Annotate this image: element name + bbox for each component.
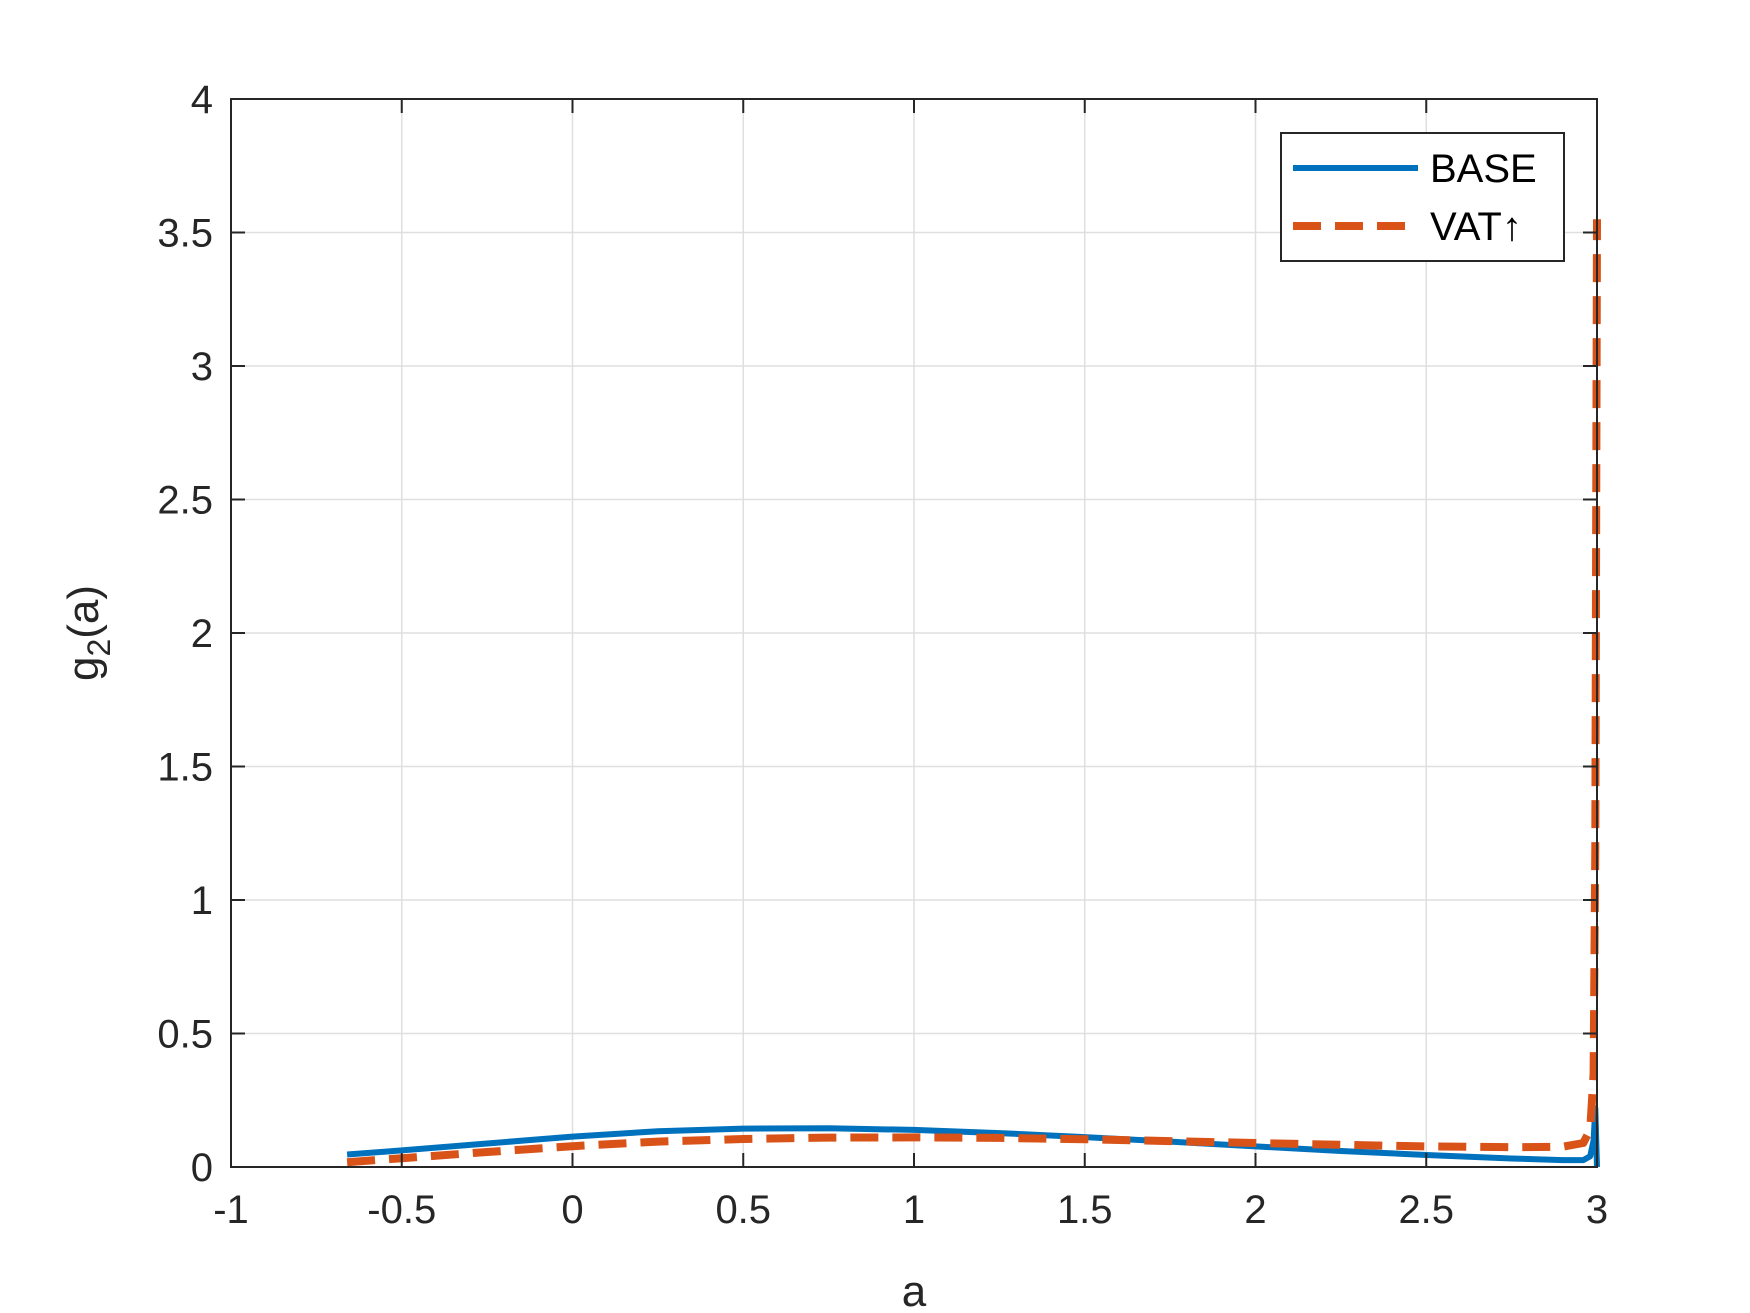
x-tick-label: 1.5	[1057, 1188, 1113, 1232]
legend-label-vat: VAT↑	[1430, 205, 1522, 249]
y-tick-label: 1	[191, 879, 213, 923]
y-tick-label: 2	[191, 612, 213, 656]
y-tick-label: 2.5	[157, 479, 213, 523]
y-axis-title-main: g	[59, 657, 108, 681]
data-series	[346, 219, 1601, 1168]
x-tick-label: 1	[903, 1188, 925, 1232]
x-tick-label: -1	[213, 1188, 249, 1232]
y-tick-labels: 0 0.5 1 1.5 2 2.5 3 3.5 4	[157, 78, 213, 1190]
y-tick-label: 3.5	[157, 212, 213, 256]
x-tick-label: 2.5	[1398, 1188, 1454, 1232]
x-tick-label: 3	[1586, 1188, 1608, 1232]
x-tick-labels: -1 -0.5 0 0.5 1 1.5 2 2.5 3	[213, 1188, 1608, 1232]
legend-box	[1280, 132, 1565, 262]
y-tick-label: 1.5	[157, 746, 213, 790]
y-tick-label: 3	[191, 345, 213, 389]
y-tick-label: 0	[191, 1146, 213, 1190]
y-axis-title: g2(a)	[59, 585, 117, 681]
x-tick-label: -0.5	[367, 1188, 436, 1232]
y-tick-label: 0.5	[157, 1013, 213, 1057]
tick-marks	[230, 98, 1598, 1168]
x-tick-label: 0.5	[715, 1188, 771, 1232]
series-line-vat	[346, 219, 1601, 1167]
legend-label-base: BASE	[1430, 147, 1537, 191]
x-axis-title: a	[902, 1267, 927, 1313]
x-tick-label: 2	[1244, 1188, 1266, 1232]
y-axis-title-tail: (a)	[59, 585, 108, 639]
y-axis-title-subscript: 2	[81, 639, 117, 657]
y-tick-label: 4	[191, 78, 213, 122]
legend: BASE VAT↑	[1280, 132, 1565, 262]
x-tick-label: 0	[561, 1188, 583, 1232]
